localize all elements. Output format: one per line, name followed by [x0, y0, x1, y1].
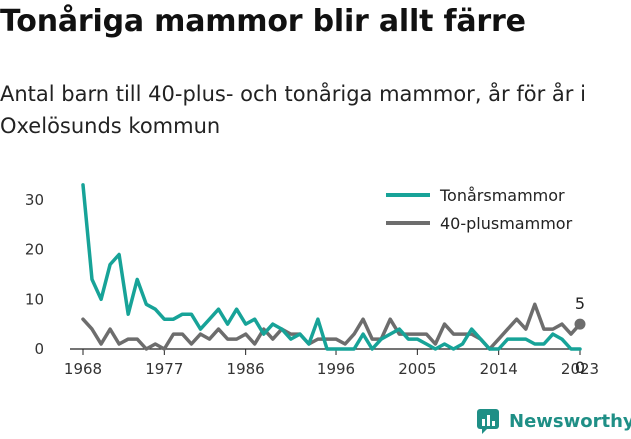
x-tick-label: 1968 [64, 360, 102, 378]
newsworthy-icon [477, 409, 499, 434]
x-tick-label: 2014 [480, 360, 518, 378]
legend-label-40-plusmammor: 40-plusmammor [440, 214, 573, 233]
y-tick-label: 0 [34, 340, 44, 358]
y-tick-label: 30 [25, 191, 44, 209]
y-tick-label: 10 [25, 290, 44, 308]
chart-title: Tonåriga mammor blir allt färre [0, 4, 526, 39]
chart-subtitle: Antal barn till 40-plus- och tonåriga ma… [0, 82, 586, 138]
series-line-40-plusmammor [81, 302, 582, 351]
x-tick-label: 1977 [145, 360, 183, 378]
brand-logo: Newsworthy [476, 408, 631, 434]
end-label-40-plusmammor: 5 [575, 294, 585, 313]
x-tick-label: 1996 [317, 360, 355, 378]
x-tick-label: 2023 [561, 360, 599, 378]
end-label-tonarsmammor: 0 [575, 358, 585, 377]
legend: Tonårsmammor 40-plusmammor [386, 186, 573, 233]
legend-label-tonarsmammor: Tonårsmammor [439, 186, 565, 205]
x-tick-label: 1986 [227, 360, 265, 378]
brand-name: Newsworthy [509, 410, 631, 432]
series-endpoint-40-plusmammor [574, 318, 586, 330]
y-tick-label: 20 [25, 241, 44, 259]
x-tick-label: 2005 [398, 360, 436, 378]
series-line-tonarsmammor [81, 183, 582, 351]
